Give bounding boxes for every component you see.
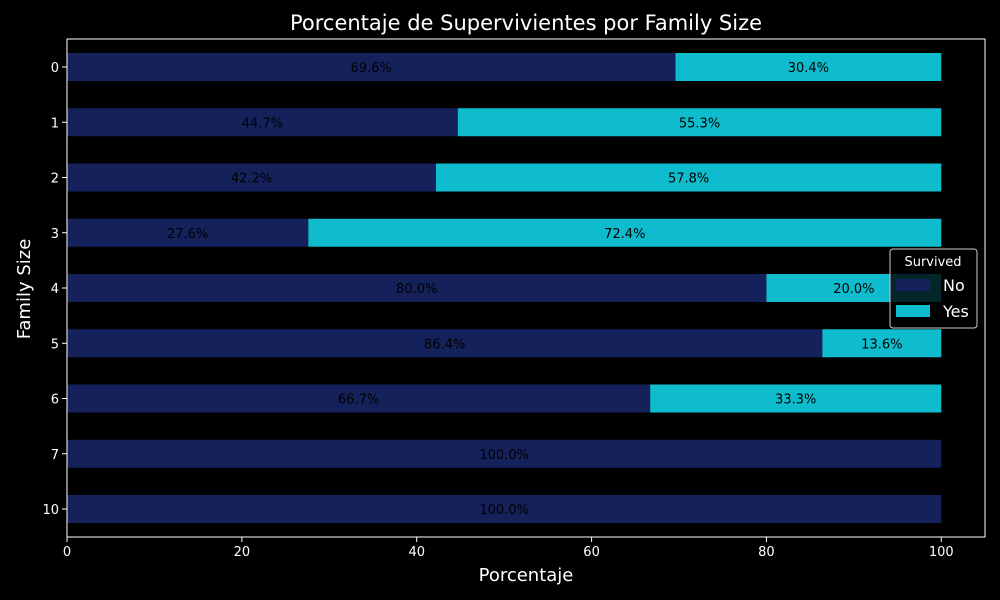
bar-no-size-5 [67, 329, 823, 358]
y-tick-label-2: 2 [51, 172, 59, 187]
bar-yes-size-5 [822, 329, 942, 358]
y-tick-label-1: 1 [51, 116, 59, 131]
y-axis: 0 1 2 3 4 5 6 7 10 [42, 61, 67, 518]
y-tick-label-5: 5 [51, 337, 59, 352]
data-label-yes-size-3: 72.4% [604, 227, 645, 242]
legend-label-no: No [943, 276, 965, 295]
bar-no-size-6 [67, 384, 651, 413]
y-axis-label: Family Size [14, 239, 35, 340]
legend-swatch-yes [896, 305, 930, 317]
y-tick-label-4: 4 [51, 282, 59, 297]
chart-title: Porcentaje de Supervivientes por Family … [290, 11, 762, 35]
x-tick-label-60: 60 [583, 545, 600, 560]
y-tick-label-6: 6 [51, 393, 59, 408]
data-label-yes-size-6: 33.3% [775, 393, 816, 408]
bar-no-size-7 [67, 439, 942, 468]
bar-no-size-0 [67, 53, 676, 81]
legend-title: Survived [904, 255, 961, 270]
x-axis-label: Porcentaje [479, 565, 574, 586]
bar-yes-size-6 [650, 384, 942, 413]
y-tick-label-3: 3 [51, 227, 59, 242]
data-label-no-size-7: 100.0% [479, 448, 529, 463]
bars-layer [67, 53, 942, 523]
legend-label-yes: Yes [942, 302, 969, 321]
data-label-yes-size-2: 57.8% [668, 172, 709, 187]
data-label-no-size-6: 66.7% [338, 393, 379, 408]
data-labels-layer: 69.6% 30.4% 44.7% 55.3% 42.2% 57.8% 27.6% 72.4%… [167, 61, 902, 518]
legend: Survived No Yes [889, 248, 978, 329]
data-label-no-size-4: 80.0% [396, 282, 437, 297]
data-label-no-size-0: 69.6% [351, 61, 392, 76]
legend-swatch-no [896, 279, 930, 291]
bar-no-size-4 [67, 274, 767, 302]
data-label-yes-size-0: 30.4% [788, 61, 829, 76]
x-tick-label-0: 0 [63, 545, 71, 560]
bar-no-size-3 [67, 218, 309, 247]
data-label-no-size-2: 42.2% [231, 172, 272, 187]
bar-yes-size-1 [457, 108, 942, 137]
bar-yes-size-3 [308, 218, 942, 247]
data-label-no-size-5: 86.4% [424, 337, 465, 352]
y-tick-label-7: 7 [51, 448, 59, 463]
bar-no-size-10 [67, 495, 942, 523]
data-label-yes-size-1: 55.3% [679, 116, 720, 131]
bar-yes-size-2 [435, 163, 942, 192]
data-label-yes-size-4: 20.0% [833, 282, 874, 297]
y-tick-label-10: 10 [42, 503, 59, 518]
x-tick-label-80: 80 [758, 545, 775, 560]
y-tick-label-0: 0 [51, 61, 59, 76]
bar-no-size-2 [67, 163, 436, 192]
data-label-no-size-10: 100.0% [479, 503, 529, 518]
bar-no-size-1 [67, 108, 458, 137]
bar-yes-size-0 [675, 53, 942, 81]
x-tick-label-100: 100 [929, 545, 954, 560]
x-axis: 0 20 40 60 80 100 [63, 537, 954, 560]
data-label-no-size-3: 27.6% [167, 227, 208, 242]
data-label-no-size-1: 44.7% [242, 116, 283, 131]
data-label-yes-size-5: 13.6% [861, 337, 902, 352]
x-tick-label-40: 40 [408, 545, 425, 560]
x-tick-label-20: 20 [234, 545, 251, 560]
